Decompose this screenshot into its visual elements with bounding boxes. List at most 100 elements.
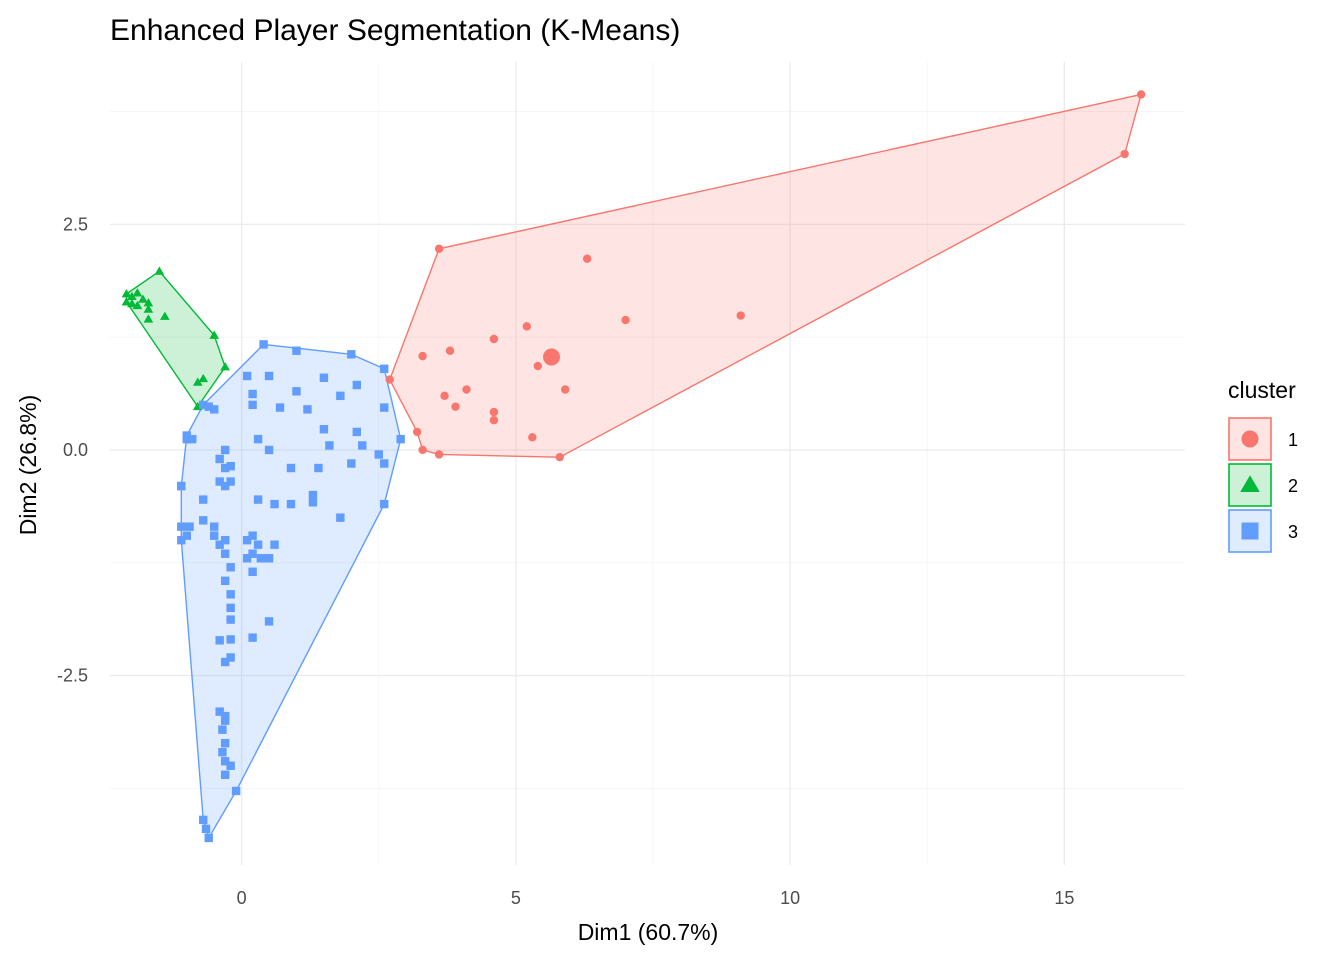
cluster-3-hull bbox=[180, 343, 402, 840]
y-tick-label: 0.0 bbox=[63, 440, 88, 460]
legend: cluster 1 2 3 bbox=[1228, 377, 1298, 553]
cluster-1-point bbox=[621, 315, 630, 325]
cluster-1-point bbox=[462, 385, 471, 394]
cluster-3-point bbox=[319, 425, 329, 434]
cluster-3-point bbox=[248, 549, 257, 558]
legend-marker-3 bbox=[1241, 522, 1259, 540]
cluster-3-point bbox=[264, 554, 274, 563]
cluster-3-point bbox=[177, 522, 186, 531]
cluster-3-point bbox=[220, 445, 230, 455]
cluster-3-point bbox=[177, 535, 186, 545]
cluster-3-point bbox=[380, 459, 389, 468]
cluster-3-point bbox=[226, 635, 235, 644]
cluster-2-hull bbox=[125, 270, 226, 408]
cluster-2-point bbox=[121, 297, 132, 306]
cluster-1-point bbox=[489, 415, 499, 425]
cluster-3-point bbox=[188, 434, 197, 444]
cluster-3-point bbox=[292, 387, 301, 396]
cluster-2-point bbox=[138, 294, 148, 303]
y-tick-label: 2.5 bbox=[63, 214, 88, 234]
cluster-1-point bbox=[489, 334, 499, 344]
cluster-3-point bbox=[220, 463, 230, 473]
legend-marker-1 bbox=[1241, 430, 1259, 448]
cluster-3-point bbox=[319, 373, 329, 382]
cluster-3-point bbox=[226, 462, 235, 471]
grid bbox=[110, 62, 1185, 865]
cluster-1-point bbox=[451, 402, 460, 411]
cluster-3-point bbox=[220, 757, 230, 766]
cluster-3-point bbox=[270, 499, 279, 509]
cluster-3-point bbox=[259, 340, 268, 349]
cluster-3-point bbox=[248, 633, 257, 642]
cluster-3-point bbox=[253, 495, 263, 504]
y-axis-title: Dim2 (26.8%) bbox=[15, 395, 41, 536]
cluster-3-point bbox=[220, 657, 230, 667]
cluster-3-point bbox=[358, 441, 367, 450]
cluster-1-hull bbox=[388, 93, 1143, 458]
cluster-3-point bbox=[226, 615, 235, 624]
cluster-2-point bbox=[132, 288, 143, 297]
cluster-1-point bbox=[582, 254, 592, 263]
cluster-1-point bbox=[736, 311, 745, 320]
cluster-3-point bbox=[248, 531, 257, 540]
cluster-3-point bbox=[218, 748, 227, 757]
data-points bbox=[121, 90, 1146, 843]
x-tick-label: 10 bbox=[780, 888, 800, 908]
cluster-3-point bbox=[248, 567, 257, 576]
cluster-3-point bbox=[220, 535, 230, 545]
cluster-3-point bbox=[248, 389, 257, 399]
cluster-3-point bbox=[226, 477, 235, 486]
cluster-3-point bbox=[380, 403, 389, 412]
cluster-3-point bbox=[182, 531, 191, 540]
cluster-3-point bbox=[199, 400, 208, 410]
cluster-hulls bbox=[125, 93, 1143, 840]
cluster-1-point bbox=[1120, 149, 1129, 159]
cluster-3-point bbox=[286, 463, 296, 473]
cluster-3-point bbox=[270, 540, 279, 549]
cluster-3-point bbox=[226, 761, 235, 770]
cluster-3-point bbox=[226, 653, 235, 662]
cluster-3-point bbox=[308, 490, 318, 500]
cluster-3-point bbox=[210, 405, 219, 414]
cluster-2-point bbox=[127, 291, 137, 301]
legend-key-2 bbox=[1228, 463, 1272, 507]
cluster-1-point bbox=[445, 346, 455, 355]
cluster-2-point bbox=[198, 373, 209, 383]
cluster-1-point bbox=[385, 375, 394, 384]
cluster-1-point bbox=[561, 385, 570, 394]
cluster-3-point bbox=[210, 522, 219, 531]
cluster-3-point bbox=[264, 445, 274, 455]
cluster-3-point bbox=[201, 824, 211, 834]
cluster-3-point bbox=[347, 459, 356, 468]
cluster-1-point bbox=[528, 433, 537, 442]
cluster-3-point bbox=[220, 770, 230, 779]
cluster-3-point bbox=[215, 707, 224, 716]
x-axis-ticks: 0 5 10 15 bbox=[237, 888, 1075, 908]
cluster-3-point bbox=[380, 364, 389, 373]
x-tick-label: 15 bbox=[1054, 888, 1074, 908]
cluster-1-point bbox=[440, 391, 449, 401]
legend-label-3: 3 bbox=[1288, 522, 1298, 542]
cluster-1-point bbox=[434, 450, 444, 459]
cluster-3-point bbox=[352, 427, 362, 437]
cluster-3-point bbox=[220, 576, 230, 585]
cluster-3-point bbox=[215, 540, 224, 549]
cluster-3-point bbox=[286, 499, 296, 509]
cluster-3-point bbox=[226, 563, 235, 572]
cluster-3-point bbox=[199, 815, 208, 825]
cluster-1-point bbox=[418, 351, 427, 361]
cluster-3-point bbox=[275, 403, 285, 412]
y-axis-ticks: 2.5 0.0 -2.5 bbox=[57, 214, 88, 685]
x-tick-label: 0 bbox=[237, 888, 247, 908]
cluster-2-point bbox=[121, 289, 132, 298]
cluster-3-point bbox=[185, 522, 194, 531]
cluster-3-point bbox=[314, 463, 323, 473]
cluster-3-point bbox=[380, 499, 389, 509]
cluster-3-point bbox=[396, 434, 405, 444]
cluster-3-point bbox=[204, 833, 213, 843]
cluster-1-point bbox=[522, 322, 532, 331]
chart-title: Enhanced Player Segmentation (K-Means) bbox=[110, 14, 680, 47]
cluster-3-point bbox=[182, 434, 191, 444]
cluster-3-point bbox=[220, 738, 230, 748]
